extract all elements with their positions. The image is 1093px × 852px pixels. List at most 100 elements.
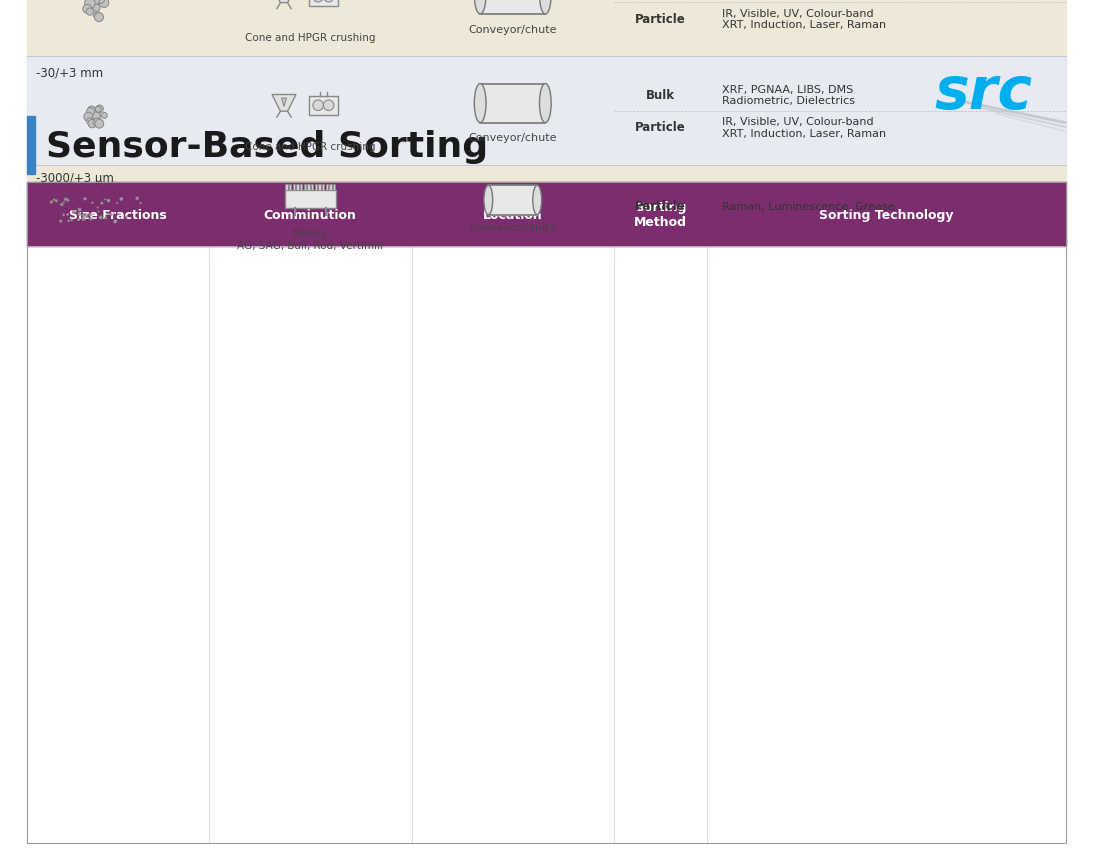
Bar: [304, 185, 306, 191]
Circle shape: [104, 199, 106, 201]
Bar: [289, 185, 292, 191]
Circle shape: [87, 106, 95, 114]
Circle shape: [95, 120, 104, 129]
Circle shape: [84, 113, 93, 122]
Circle shape: [313, 101, 324, 112]
Bar: [27, 183, 1066, 247]
Circle shape: [91, 0, 99, 6]
Circle shape: [109, 214, 113, 216]
Circle shape: [114, 221, 117, 224]
Bar: [333, 185, 336, 191]
Circle shape: [82, 215, 84, 217]
Circle shape: [93, 5, 101, 12]
Text: Particle: Particle: [635, 200, 686, 213]
Circle shape: [78, 209, 81, 212]
Circle shape: [67, 214, 69, 216]
Text: -3000/+3 μm: -3000/+3 μm: [36, 172, 115, 185]
Text: Particle: Particle: [635, 13, 686, 26]
Bar: [285, 185, 287, 191]
Text: IR, Visible, UV, Colour-band
XRT, Induction, Laser, Raman: IR, Visible, UV, Colour-band XRT, Induct…: [721, 9, 886, 30]
Circle shape: [94, 13, 102, 20]
Bar: [315, 185, 317, 191]
Circle shape: [324, 0, 334, 3]
Circle shape: [96, 0, 105, 4]
Circle shape: [67, 199, 69, 202]
Text: Location: Location: [483, 209, 542, 222]
Bar: [480, 84, 545, 124]
Text: Sorting
Method: Sorting Method: [634, 201, 687, 229]
Text: Bulk: Bulk: [646, 89, 675, 101]
Bar: [309, 0, 338, 7]
Bar: [310, 185, 314, 191]
Circle shape: [72, 211, 75, 214]
Text: Conveyor/chute: Conveyor/chute: [469, 222, 557, 233]
Circle shape: [324, 101, 334, 112]
Text: Cone and HPGR crushing: Cone and HPGR crushing: [245, 142, 376, 152]
Circle shape: [96, 106, 104, 113]
Text: Cone and HPGR crushing: Cone and HPGR crushing: [245, 33, 376, 43]
Bar: [293, 185, 295, 191]
Circle shape: [126, 216, 128, 218]
Text: IR, Visible, UV, Colour-band
XRT, Induction, Laser, Raman: IR, Visible, UV, Colour-band XRT, Induct…: [721, 117, 886, 139]
Bar: [489, 186, 537, 216]
Circle shape: [95, 107, 101, 113]
Circle shape: [99, 0, 109, 9]
Circle shape: [107, 199, 110, 202]
Bar: [27, 117, 35, 175]
Circle shape: [52, 199, 55, 202]
Circle shape: [83, 5, 92, 14]
Circle shape: [92, 203, 93, 204]
Circle shape: [78, 219, 80, 222]
Ellipse shape: [540, 0, 551, 15]
Circle shape: [84, 0, 95, 9]
Bar: [296, 185, 298, 191]
Text: XRF, PGNAA, LIBS, DMS
Radiometric, Dielectrics: XRF, PGNAA, LIBS, DMS Radiometric, Diele…: [721, 84, 855, 106]
Circle shape: [116, 203, 118, 204]
Circle shape: [89, 120, 96, 129]
Circle shape: [105, 217, 107, 220]
Text: Conveyor/chute: Conveyor/chute: [469, 133, 557, 143]
Circle shape: [92, 112, 101, 121]
Circle shape: [86, 118, 93, 125]
Bar: [480, 0, 545, 15]
Ellipse shape: [540, 84, 551, 124]
Text: -30/+3 mm: -30/+3 mm: [36, 66, 104, 79]
Polygon shape: [272, 0, 296, 3]
Polygon shape: [282, 99, 286, 107]
Bar: [309, 96, 338, 116]
Circle shape: [64, 199, 67, 202]
Bar: [326, 185, 328, 191]
Circle shape: [71, 220, 73, 222]
Bar: [307, 185, 309, 191]
Ellipse shape: [474, 0, 486, 15]
Circle shape: [104, 218, 106, 220]
Text: Comminution: Comminution: [263, 209, 356, 222]
Bar: [27, 57, 1066, 166]
Circle shape: [62, 215, 64, 216]
Bar: [321, 185, 325, 191]
Circle shape: [97, 211, 99, 213]
Text: Particle: Particle: [635, 121, 686, 135]
Circle shape: [101, 203, 103, 205]
Bar: [27, 0, 1066, 57]
Text: Sorting Technology: Sorting Technology: [820, 209, 954, 222]
Text: Size Fractions: Size Fractions: [69, 209, 167, 222]
Bar: [27, 183, 1066, 843]
Bar: [318, 185, 320, 191]
Circle shape: [86, 108, 94, 117]
Circle shape: [90, 218, 92, 221]
Circle shape: [55, 200, 58, 203]
Circle shape: [78, 213, 81, 216]
Circle shape: [136, 198, 139, 201]
Circle shape: [68, 221, 70, 222]
Polygon shape: [272, 95, 296, 112]
Circle shape: [94, 14, 104, 23]
Text: Sensor-Based Sorting: Sensor-Based Sorting: [46, 130, 489, 164]
Text: src: src: [935, 64, 1033, 121]
Circle shape: [82, 218, 85, 222]
Ellipse shape: [532, 186, 541, 216]
Circle shape: [120, 198, 124, 201]
Bar: [27, 166, 1066, 247]
Circle shape: [59, 221, 62, 223]
Text: Milling
AG, SAG, Ball, Rod, Vertimill: Milling AG, SAG, Ball, Rod, Vertimill: [237, 229, 384, 250]
